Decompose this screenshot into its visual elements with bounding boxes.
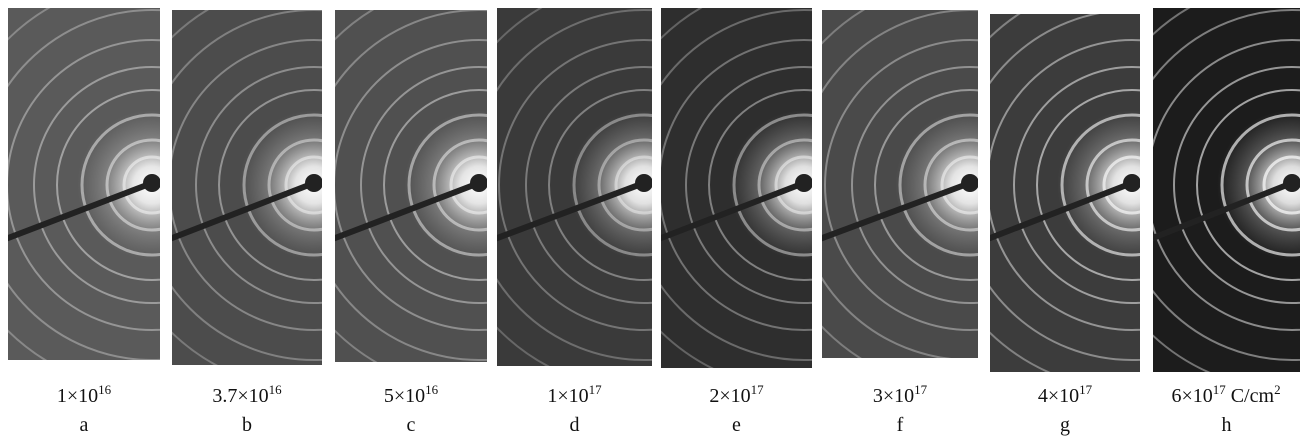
dose-value: 5×10 (384, 385, 425, 407)
panel-letter: h (1222, 414, 1232, 436)
dose-label: 4×1017 (1038, 382, 1093, 407)
dose-exponent: 17 (914, 382, 928, 397)
dose-value: 3×10 (873, 385, 914, 407)
dose-exponent: 17 (751, 382, 765, 397)
dose-exponent: 16 (98, 382, 112, 397)
beam-stop-tip (143, 174, 161, 192)
panel-letter: c (407, 414, 416, 436)
dose-value: 2×10 (709, 385, 750, 407)
panel-letter: e (732, 414, 741, 436)
dose-value: 3.7×10 (212, 385, 268, 407)
beam-stop-tip (305, 174, 323, 192)
dose-value: 6×10 (1171, 385, 1212, 407)
beam-stop-tip (1283, 174, 1301, 192)
dose-label: 1×1016 (57, 382, 112, 407)
panel-letter: a (80, 414, 89, 436)
dose-value: 1×10 (547, 385, 588, 407)
dose-label: 6×1017 C/cm2 (1171, 382, 1280, 407)
dose-label: 5×1016 (384, 382, 439, 407)
dose-label: 1×1017 (547, 382, 602, 407)
beam-stop-tip (1123, 174, 1141, 192)
dose-exponent: 17 (1079, 382, 1093, 397)
dose-exponent: 16 (269, 382, 283, 397)
beam-stop-tip (795, 174, 813, 192)
dose-exponent: 17 (1213, 382, 1227, 397)
beam-stop-tip (635, 174, 653, 192)
beam-stop-tip (961, 174, 979, 192)
dose-unit: C/cm (1226, 385, 1275, 407)
panel-letter: f (897, 414, 904, 436)
panel-letter: g (1060, 414, 1070, 436)
dose-label: 3×1017 (873, 382, 928, 407)
panel-letter: d (570, 414, 580, 436)
unit-exponent: 2 (1274, 382, 1281, 397)
dose-label: 2×1017 (709, 382, 764, 407)
figure: 1×1016a3.7×1016b5×1016c1×1017d2×1017e3×1… (0, 0, 1302, 438)
beam-stop-tip (470, 174, 488, 192)
dose-exponent: 16 (425, 382, 439, 397)
dose-value: 1×10 (57, 385, 98, 407)
dose-label: 3.7×1016 (212, 382, 282, 407)
dose-exponent: 17 (589, 382, 603, 397)
dose-value: 4×10 (1038, 385, 1079, 407)
panel-letter: b (242, 414, 252, 436)
